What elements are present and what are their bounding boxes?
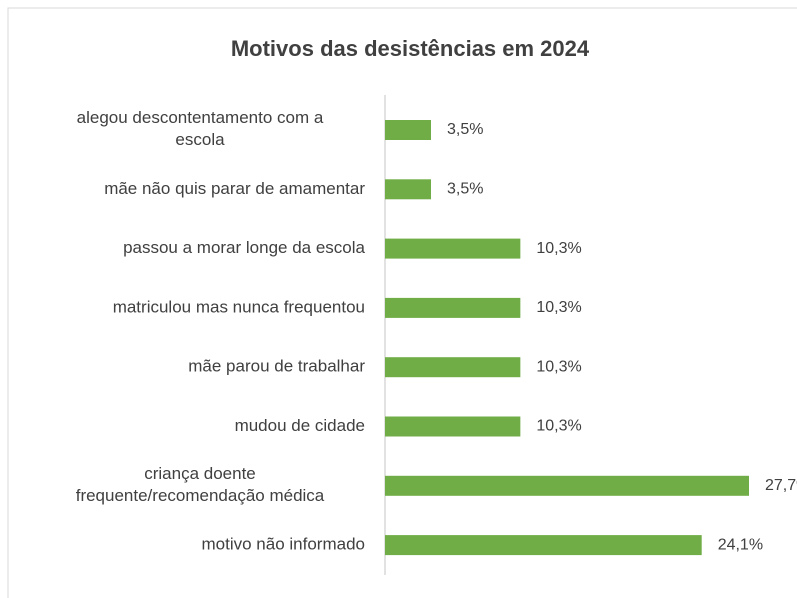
bar xyxy=(385,238,521,259)
value-label: 24,1% xyxy=(718,536,763,553)
category-label: mudou de cidade xyxy=(235,416,365,435)
bar xyxy=(385,535,702,556)
value-label: 3,5% xyxy=(447,121,483,138)
value-label: 10,3% xyxy=(536,358,581,375)
bar xyxy=(385,357,521,378)
category-label: mãe parou de trabalhar xyxy=(188,357,365,376)
category-label: matriculou mas nunca frequentou xyxy=(113,297,365,316)
category-label: criança doente frequente/recomendação méd… xyxy=(76,464,325,505)
category-label: mãe não quis parar de amamentar xyxy=(104,179,365,198)
value-label: 3,5% xyxy=(447,181,483,198)
value-label: 10,3% xyxy=(536,418,581,435)
value-label: 27,7% xyxy=(765,477,797,494)
category-label: alegou descontentamento com a escola xyxy=(77,108,324,149)
chart-title: Motivos das desistências em 2024 xyxy=(231,36,590,61)
bar xyxy=(385,297,521,318)
bar xyxy=(385,416,521,437)
category-label: passou a morar longe da escola xyxy=(123,238,365,257)
category-label: motivo não informado xyxy=(202,535,365,554)
value-label: 10,3% xyxy=(536,240,581,257)
bar xyxy=(385,179,431,200)
bar xyxy=(385,120,431,140)
bar xyxy=(385,475,749,496)
value-label: 10,3% xyxy=(536,299,581,316)
